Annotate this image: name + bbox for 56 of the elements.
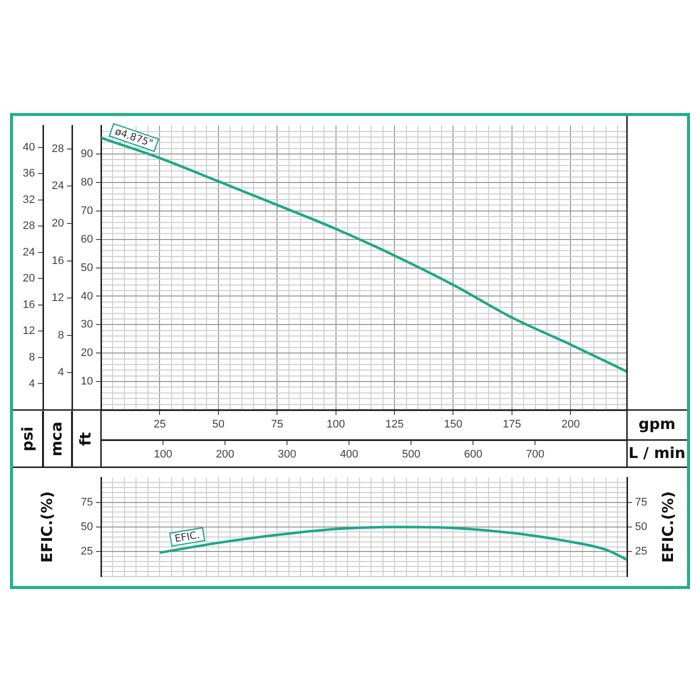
y3-tick-label: 12 (52, 292, 64, 304)
y-tick-label: 40 (80, 290, 93, 302)
text: EFIC. (174, 530, 201, 545)
y2-tick-label: 75 (635, 496, 648, 508)
y2-tick-label: 25 (635, 546, 648, 558)
y2-tick-label: 20 (22, 272, 35, 285)
x-tick-label: 200 (561, 418, 580, 431)
y2-tick-label: 32 (22, 194, 35, 206)
y-tick-label: 20 (80, 347, 93, 360)
y-axis-title: ft (76, 432, 94, 446)
y-tick-label: 50 (80, 262, 93, 274)
y2-tick-label: 24 (22, 246, 35, 258)
x-tick-label: 150 (444, 418, 462, 431)
x2-tick-label: 200 (216, 448, 234, 461)
x-tick-label: 25 (154, 418, 166, 431)
x-tick-label: 75 (270, 418, 284, 431)
x2-axis-title: L / min (628, 444, 686, 462)
y2-tick-label: 12 (22, 325, 35, 338)
y2-axis-title: EFIC.(%) (658, 491, 677, 563)
y-tick-label: 25 (80, 546, 93, 558)
y-axis-title: EFIC.(%) (38, 491, 56, 563)
y2-tick-label: 4 (28, 378, 35, 390)
y-tick-label: 50 (80, 521, 93, 534)
y-tick-label: 70 (80, 204, 93, 217)
y2-tick-label: 8 (28, 351, 35, 364)
y3-tick-label: 16 (52, 254, 64, 267)
x2-tick-label: 400 (340, 448, 358, 461)
y2-tick-label: 40 (22, 141, 35, 154)
y3-tick-label: 24 (52, 180, 64, 192)
y3-tick-label: 8 (58, 329, 64, 342)
y-tick-label: 75 (80, 496, 93, 508)
x2-tick-label: 100 (154, 448, 172, 461)
y-tick-label: 90 (80, 148, 93, 160)
y3-tick-label: 28 (52, 142, 64, 155)
y2-axis-title: psi (18, 426, 36, 452)
y3-axis-title: mca (47, 422, 66, 456)
x2-tick-label: 500 (402, 448, 420, 461)
y2-tick-label: 36 (22, 168, 35, 180)
x2-tick-label: 600 (464, 448, 482, 461)
y3-tick-label: 20 (52, 218, 64, 230)
x-tick-label: 100 (326, 418, 345, 431)
x-tick-label: 125 (385, 418, 404, 431)
text: ø4.875" (113, 126, 154, 150)
y-tick-label: 10 (80, 376, 93, 388)
y3-tick-label: 4 (58, 366, 64, 379)
y-tick-label: 60 (80, 233, 93, 246)
y-tick-label: 80 (80, 176, 93, 189)
y2-tick-label: 16 (22, 298, 35, 311)
x-tick-label: 50 (212, 418, 225, 431)
x-axis-title: gpm (638, 414, 676, 433)
y2-tick-label: 50 (635, 521, 648, 534)
x-tick-label: 175 (502, 418, 522, 431)
y-tick-label: 30 (80, 318, 93, 331)
x2-tick-label: 300 (278, 448, 296, 461)
x2-tick-label: 700 (526, 448, 544, 461)
y2-tick-label: 28 (22, 220, 35, 232)
